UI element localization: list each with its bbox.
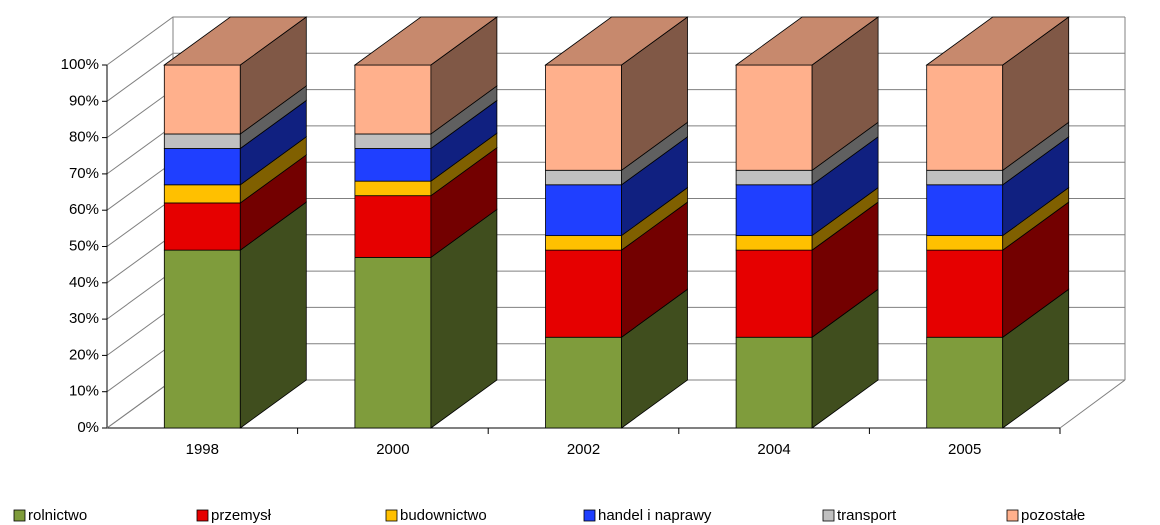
y-tick-label: 70% [69, 165, 99, 182]
bar-segment [926, 336, 1004, 429]
bar-segment [735, 336, 813, 429]
legend-swatch [196, 509, 209, 522]
bar-segment [735, 235, 813, 251]
legend-label: rolnictwo [28, 507, 87, 524]
x-tick-label: 2000 [376, 441, 409, 458]
bar-segment [354, 148, 432, 182]
bar-top [544, 16, 689, 66]
x-tick-label: 2005 [948, 441, 981, 458]
bar-top [734, 16, 880, 66]
bar-segment [926, 184, 1004, 237]
x-tick-label: 2004 [757, 441, 790, 458]
floor-edge [106, 379, 174, 429]
bar-top [925, 16, 1070, 66]
bar-segment [926, 64, 1004, 171]
bar-segment [354, 256, 432, 429]
bar-segment [163, 202, 241, 251]
y-tick-label: 50% [69, 237, 99, 254]
y-tick-label: 30% [69, 310, 99, 327]
legend-swatch [385, 509, 398, 522]
bar-segment [163, 133, 241, 149]
legend-swatch [583, 509, 596, 522]
bar-segment [545, 249, 622, 338]
legend-swatch [822, 509, 835, 522]
legend-label: pozostałe [1021, 507, 1085, 524]
legend-swatch [1006, 509, 1019, 522]
legend-label: handel i naprawy [598, 507, 712, 524]
bar-segment [735, 64, 813, 171]
bar-top [353, 16, 499, 66]
y-tick-label: 40% [69, 274, 99, 291]
legend-label: budownictwo [400, 507, 487, 524]
y-tick-label: 20% [69, 346, 99, 363]
bar-segment [163, 184, 241, 204]
bar-top [163, 16, 308, 66]
legend-swatch [13, 509, 26, 522]
bar-segment [354, 64, 432, 135]
y-tick-label: 90% [69, 92, 99, 109]
bar-segment [163, 249, 241, 429]
bar-segment [545, 336, 622, 429]
bar-segment [735, 184, 813, 237]
x-tick-label: 1998 [186, 441, 219, 458]
bar-segment [735, 169, 813, 186]
bar-segment [545, 184, 622, 237]
legend-label: przemysł [211, 507, 272, 524]
bar-segment [735, 249, 813, 338]
bar-segment [926, 169, 1004, 186]
y-tick-label: 10% [69, 383, 99, 400]
bar-segment [354, 195, 432, 258]
bar-segment [354, 180, 432, 197]
bar-segment [163, 148, 241, 186]
y-tick-label: 0% [77, 419, 99, 436]
bar-segment [926, 235, 1004, 251]
bar-segment [545, 235, 622, 251]
bar-segment [545, 64, 622, 171]
y-tick-label: 80% [69, 129, 99, 146]
x-tick-label: 2002 [567, 441, 600, 458]
legend-label: transport [837, 507, 897, 524]
y-tick-label: 100% [61, 56, 99, 73]
bar-segment [163, 64, 241, 135]
bar-segment [926, 249, 1004, 338]
bar-segment [354, 133, 432, 149]
bar-segment [545, 169, 622, 186]
y-tick-label: 60% [69, 201, 99, 218]
